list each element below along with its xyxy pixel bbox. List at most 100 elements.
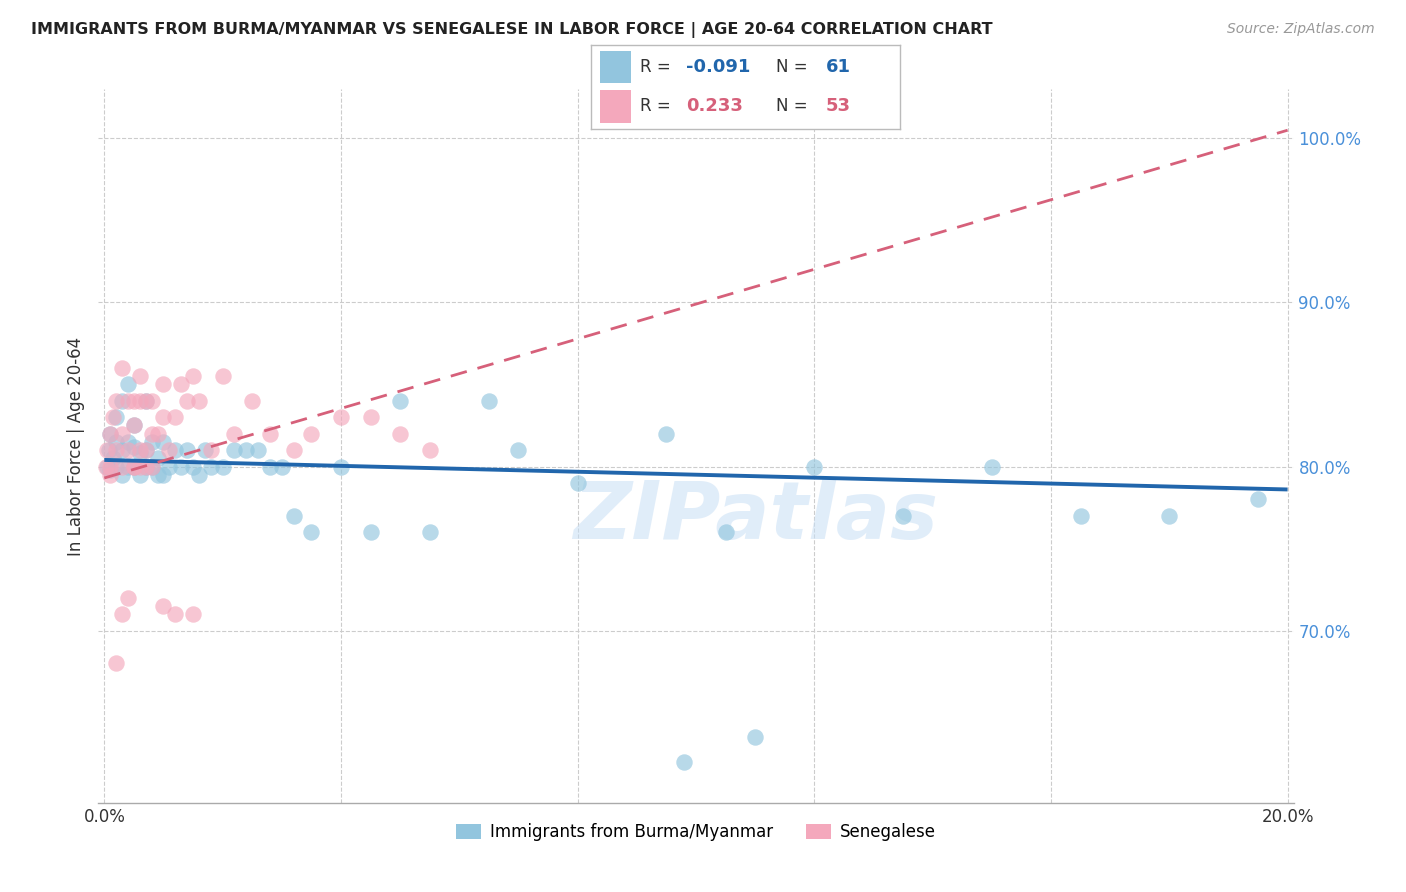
Point [176,443,198,458]
Point [211,369,233,384]
FancyBboxPatch shape [600,90,631,122]
Point [170,377,193,392]
Point [891,508,914,523]
Point [247,443,270,458]
Point [98,463,121,477]
Point [135,443,157,458]
Point [122,418,145,433]
Point [200,443,222,458]
Point [152,434,174,449]
Point [117,443,139,458]
Point [98,426,121,441]
Point [270,459,292,474]
Point [105,434,128,449]
Point [478,393,501,408]
Point [181,607,204,622]
Text: 0.233: 0.233 [686,97,744,115]
Point [103,410,125,425]
Point [141,459,163,474]
Point [117,377,139,392]
Point [419,443,441,458]
Point [152,410,174,425]
Point [111,443,134,458]
Legend: Immigrants from Burma/Myanmar, Senegalese: Immigrants from Burma/Myanmar, Senegales… [450,817,942,848]
Point [283,508,305,523]
Point [714,525,737,540]
Point [299,525,322,540]
Point [117,434,139,449]
Point [389,426,412,441]
Point [152,599,174,613]
Text: IMMIGRANTS FROM BURMA/MYANMAR VS SENEGALESE IN LABOR FORCE | AGE 20-64 CORRELATI: IMMIGRANTS FROM BURMA/MYANMAR VS SENEGAL… [31,22,993,38]
Point [122,459,145,474]
Point [389,393,412,408]
Point [146,467,169,482]
Point [135,393,157,408]
Point [135,393,157,408]
Point [117,393,139,408]
Text: N =: N = [776,97,807,115]
Point [111,467,134,482]
Point [170,459,193,474]
Point [117,459,139,474]
Point [1070,508,1092,523]
Point [1247,492,1270,507]
Point [224,426,246,441]
Point [105,657,128,671]
Point [1159,508,1181,523]
Point [200,459,222,474]
Point [111,361,134,376]
Point [157,443,180,458]
Point [330,410,353,425]
Point [98,443,121,458]
Point [165,607,187,622]
Text: Source: ZipAtlas.com: Source: ZipAtlas.com [1227,22,1375,37]
Point [152,467,174,482]
Point [135,443,157,458]
Point [122,459,145,474]
Point [141,459,163,474]
Point [330,459,353,474]
Point [259,459,281,474]
Point [181,459,204,474]
Point [157,459,180,474]
Point [194,443,217,458]
Point [105,393,128,408]
Point [96,443,118,458]
Point [235,443,257,458]
Point [146,426,169,441]
Point [188,393,211,408]
Point [128,369,150,384]
Point [508,443,530,458]
Point [803,459,825,474]
Point [165,410,187,425]
Point [176,393,198,408]
Point [103,451,125,466]
Point [122,393,145,408]
Point [181,369,204,384]
Point [128,393,150,408]
Point [655,426,678,441]
Point [360,410,382,425]
Point [122,459,145,474]
Text: 61: 61 [825,59,851,77]
Point [128,459,150,474]
Point [128,443,150,458]
Point [152,377,174,392]
Point [98,467,121,482]
Text: ZIPatlas: ZIPatlas [574,478,938,557]
Point [105,410,128,425]
Point [141,393,163,408]
Point [122,418,145,433]
Point [673,755,696,769]
Point [135,459,157,474]
Point [135,459,157,474]
Point [111,426,134,441]
Point [567,475,589,490]
Point [419,525,441,540]
Point [105,443,128,458]
Point [188,467,211,482]
Point [128,467,150,482]
Point [360,525,382,540]
Point [105,459,128,474]
